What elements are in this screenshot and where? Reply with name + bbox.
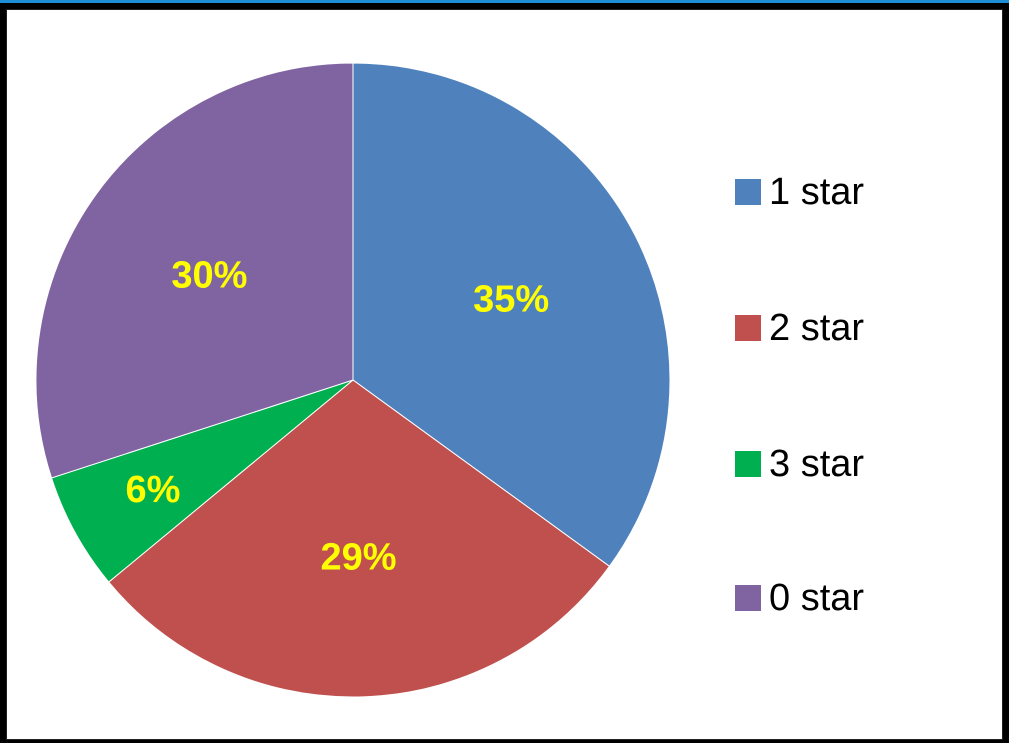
slice-2-star-label: 29% — [321, 536, 397, 578]
legend-label-0-star: 0 star — [769, 576, 865, 619]
legend-item-0-star: 0 star — [735, 576, 864, 620]
legend-swatch-2-star — [735, 315, 761, 341]
legend-swatch-3-star — [735, 451, 761, 477]
slice-1-star — [352, 62, 671, 568]
slice-0-star-label: 30% — [171, 255, 247, 297]
legend-item-2-star: 2 star — [735, 306, 864, 350]
slice-1-star-label: 35% — [473, 278, 549, 320]
legend-item-3-star: 3 star — [735, 442, 864, 486]
slice-3-star — [50, 379, 354, 583]
legend-swatch-1-star — [735, 179, 761, 205]
legend-label-2-star: 2 star — [769, 306, 865, 349]
pie-chart: 35% 29% 6% 30% — [35, 62, 671, 698]
slice-0-star — [35, 62, 354, 479]
legend-swatch-0-star — [735, 585, 761, 611]
chart-area: 35% 29% 6% 30% 1 star 2 star 3 star 0 star — [6, 9, 1003, 740]
legend-label-1-star: 1 star — [769, 170, 865, 213]
slice-3-star-label: 6% — [126, 469, 181, 511]
slice-2-star — [108, 379, 611, 698]
legend-item-1-star: 1 star — [735, 170, 864, 214]
legend-label-3-star: 3 star — [769, 442, 865, 485]
